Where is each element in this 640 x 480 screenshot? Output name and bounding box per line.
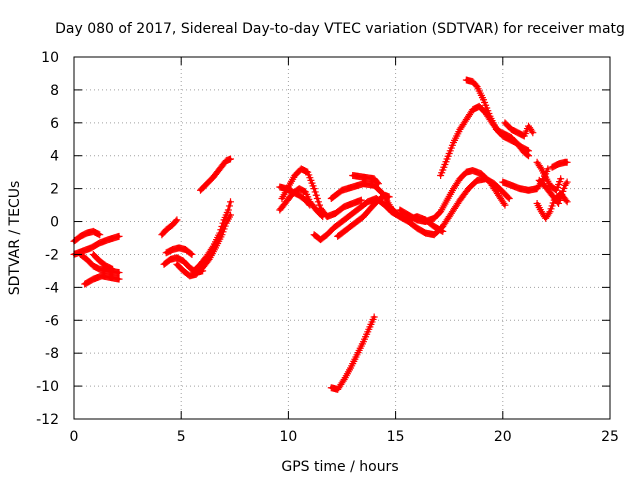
y-tick-label: 4 (50, 149, 59, 165)
data-point (357, 196, 365, 204)
data-point (545, 209, 553, 217)
data-point (528, 127, 536, 135)
series-arc-17 (327, 175, 513, 239)
data-point (559, 187, 567, 195)
y-tick-label: 0 (50, 215, 59, 231)
series-arc-24 (533, 158, 565, 194)
data-point (560, 184, 568, 192)
series-arc-19 (396, 167, 509, 226)
data-point (311, 188, 319, 196)
data-point (563, 198, 571, 206)
data-point (218, 222, 226, 230)
data-point (115, 275, 123, 283)
y-tick-label: -2 (45, 247, 59, 263)
data-point (225, 202, 233, 210)
data-point (310, 185, 318, 193)
series-arc-6 (158, 216, 181, 239)
data-point (555, 199, 563, 207)
data-point (374, 180, 382, 188)
data-point (312, 191, 320, 199)
data-point (188, 250, 196, 258)
x-tick-label: 0 (70, 429, 79, 445)
y-tick-label: 6 (50, 116, 59, 132)
data-point (227, 155, 235, 163)
x-tick-label: 25 (601, 429, 619, 445)
y-tick-label: -6 (45, 313, 59, 329)
data-series (70, 76, 571, 393)
data-point (500, 199, 508, 207)
x-tick-label: 5 (177, 429, 186, 445)
x-tick-label: 20 (494, 429, 512, 445)
data-point (563, 158, 571, 166)
series-arc-7 (162, 244, 196, 258)
x-tick-label: 15 (387, 429, 405, 445)
x-axis-label: GPS time / hours (281, 459, 398, 475)
y-tick-label: 10 (41, 50, 59, 66)
data-point (219, 219, 227, 227)
data-point (558, 190, 566, 198)
data-point (563, 178, 571, 186)
series-arc-10 (190, 198, 235, 275)
data-point (339, 377, 347, 385)
series-arc-21 (462, 76, 533, 155)
series-arc-26 (535, 176, 571, 207)
data-point (187, 250, 195, 258)
data-point (525, 147, 533, 155)
y-tick-label: 2 (50, 182, 59, 198)
chart-title: Day 080 of 2017, Sidereal Day-to-day VTE… (55, 21, 625, 37)
plot-frame (73, 56, 611, 420)
data-point (173, 216, 181, 224)
y-axis-label: SDTVAR / TECUs (7, 181, 23, 296)
series-arc-28 (327, 313, 378, 393)
data-point (217, 226, 225, 234)
data-point (208, 244, 216, 252)
y-tick-label: -8 (45, 346, 59, 362)
data-point (501, 201, 509, 209)
series-arc-14 (278, 165, 365, 221)
y-tick-label: -10 (36, 379, 59, 395)
axis-ticks: 0 5 10 15 20 25 -12 -10 -8 -6 -4 -2 0 2 4 6 8 10 (36, 50, 619, 445)
y-tick-label: -12 (36, 412, 59, 428)
data-point (562, 196, 570, 204)
series-arc-4 (81, 272, 123, 288)
data-point (556, 196, 564, 204)
data-point (557, 175, 565, 183)
series-arc-5 (89, 250, 117, 273)
series-arc-18 (349, 171, 382, 188)
data-point (172, 217, 180, 225)
data-point (109, 265, 117, 273)
series-arc-27 (548, 158, 571, 171)
data-point (557, 193, 565, 201)
data-point (370, 313, 378, 321)
data-point (115, 269, 123, 277)
data-point (505, 195, 513, 203)
data-point (536, 163, 544, 171)
data-point (314, 198, 322, 206)
data-point (544, 165, 552, 173)
series-arc-11 (196, 155, 235, 194)
data-point (373, 178, 381, 186)
data-point (224, 206, 232, 214)
data-point (562, 180, 570, 188)
data-point (96, 231, 104, 239)
series-arc-22 (501, 119, 537, 140)
y-tick-label: 8 (50, 83, 59, 99)
data-point (504, 193, 512, 201)
y-tick-label: -4 (45, 280, 59, 296)
data-point (227, 198, 235, 206)
x-tick-label: 10 (279, 429, 297, 445)
data-point (313, 195, 321, 203)
data-point (115, 232, 123, 240)
data-point (216, 229, 224, 237)
data-point (529, 129, 537, 137)
data-point (315, 201, 323, 209)
